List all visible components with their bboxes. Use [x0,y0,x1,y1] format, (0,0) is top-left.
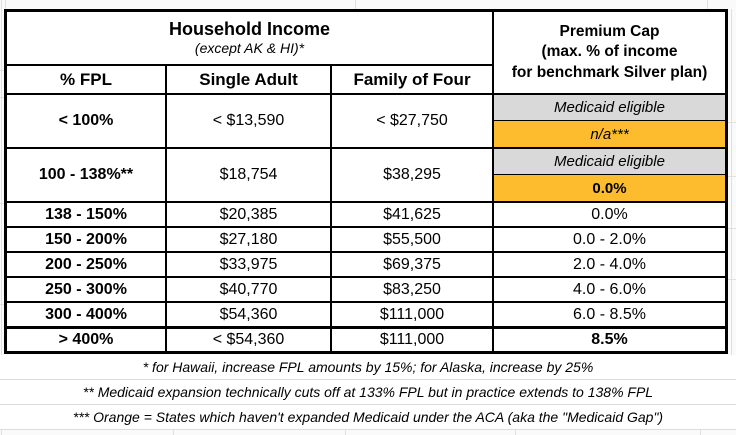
row-138-150: 138 - 150% $20,385 $41,625 0.0% [7,201,725,226]
cell-family-of-four[interactable]: $111,000 [332,329,494,351]
cell-single-adult[interactable]: < $54,360 [167,329,332,351]
cell-family-of-four[interactable]: $111,000 [332,303,494,326]
cell-premium-cap[interactable]: 8.5% [494,329,725,351]
cell-fpl[interactable]: 250 - 300% [7,278,167,301]
cell-premium-cap[interactable]: 2.0 - 4.0% [494,253,725,276]
gridline [700,430,701,435]
cell-fpl[interactable]: < 100% [7,95,167,147]
cell-fpl[interactable]: 300 - 400% [7,303,167,326]
premium-cap-header-cell[interactable]: Premium Cap (max. % of income for benchm… [494,12,725,93]
household-income-subtitle: (except AK & HI)* [194,39,305,56]
cell-single-adult[interactable]: $20,385 [167,203,332,226]
cell-fpl[interactable]: 100 - 138%** [7,149,167,201]
premium-cap-header-line1: Premium Cap [559,23,660,41]
gridline [728,122,736,123]
gridline [728,228,736,229]
footnote-medicaid-gap[interactable]: *** Orange = States which haven't expand… [0,405,736,430]
premium-cap-header-line3: for benchmark Silver plan) [511,63,708,81]
gridline [355,0,356,9]
cell-family-of-four[interactable]: $55,500 [332,228,494,251]
col-header-family-of-four[interactable]: Family of Four [353,69,471,89]
gridline [0,70,4,71]
gridline [515,430,516,435]
premium-cap-header-line2: (max. % of income [541,43,678,61]
cell-premium-cap: Medicaid eligible 0.0% [494,149,725,201]
cell-premium-cap[interactable]: 4.0 - 6.0% [494,278,725,301]
row-300-400: 300 - 400% $54,360 $111,000 6.0 - 8.5% [7,301,725,326]
cell-single-adult[interactable]: $18,754 [167,149,332,201]
cell-family-of-four[interactable]: $41,625 [332,203,494,226]
footnote-hawaii-alaska[interactable]: * for Hawaii, increase FPL amounts by 15… [0,355,736,380]
cell-premium-cap[interactable]: 6.0 - 8.5% [494,303,725,326]
household-income-title-cell[interactable]: Household Income (except AK & HI)* [7,12,492,66]
row-200-250: 200 - 250% $33,975 $69,375 2.0 - 4.0% [7,251,725,276]
gridline [707,0,708,9]
cell-premium-cap[interactable]: 0.0 - 2.0% [494,228,725,251]
cell-single-adult[interactable]: < $13,590 [167,95,332,147]
cell-premium-cap[interactable]: 0.0% [494,203,725,226]
col-header-single-adult[interactable]: Single Adult [167,66,332,93]
gridline [728,279,736,280]
row-100-138: 100 - 138%** $18,754 $38,295 Medicaid el… [7,147,725,201]
footnotes: * for Hawaii, increase FPL amounts by 15… [0,355,736,430]
household-income-title: Household Income [168,19,330,40]
column-headers-row: % FPL Single Adult Family of Four [7,66,492,93]
gridline [0,97,4,98]
gridline [173,430,174,435]
cell-family-of-four[interactable]: < $27,750 [332,95,494,147]
row-250-300: 250 - 300% $40,770 $83,250 4.0 - 6.0% [7,276,725,301]
cell-single-adult[interactable]: $33,975 [167,253,332,276]
table-header: Household Income (except AK & HI)* % FPL… [7,12,725,93]
gridline [0,304,4,305]
medicaid-gap-cell[interactable]: n/a*** [494,121,725,147]
cell-fpl[interactable]: > 400% [7,329,167,351]
cell-fpl[interactable]: 138 - 150% [7,203,167,226]
row-lt-100: < 100% < $13,590 < $27,750 Medicaid elig… [7,93,725,147]
row-150-200: 150 - 200% $27,180 $55,500 0.0 - 2.0% [7,226,725,251]
cell-family-of-four[interactable]: $69,375 [332,253,494,276]
cell-family-of-four[interactable]: $38,295 [332,149,494,201]
cell-single-adult[interactable]: $27,180 [167,228,332,251]
cell-family-of-four[interactable]: $83,250 [332,278,494,301]
income-premium-table: Household Income (except AK & HI)* % FPL… [4,9,728,354]
gridline [345,430,346,435]
gridline [731,9,732,430]
gridline [728,176,736,177]
medicaid-eligible-cell[interactable]: Medicaid eligible [494,95,725,121]
gridline [1,0,2,435]
col-header-fpl[interactable]: % FPL [7,66,167,93]
medicaid-eligible-cell[interactable]: Medicaid eligible [494,149,725,175]
cell-premium-cap: Medicaid eligible n/a*** [494,95,725,147]
medicaid-gap-cell[interactable]: 0.0% [494,175,725,201]
footnote-medicaid-expansion[interactable]: ** Medicaid expansion technically cuts o… [0,380,736,405]
row-gt-400: > 400% < $54,360 $111,000 8.5% [7,326,725,351]
gridline [0,203,4,204]
gridline [5,0,6,9]
cell-fpl[interactable]: 150 - 200% [7,228,167,251]
cell-fpl[interactable]: 200 - 250% [7,253,167,276]
cell-single-adult[interactable]: $54,360 [167,303,332,326]
cell-single-adult[interactable]: $40,770 [167,278,332,301]
household-income-header-group: Household Income (except AK & HI)* % FPL… [7,12,494,93]
